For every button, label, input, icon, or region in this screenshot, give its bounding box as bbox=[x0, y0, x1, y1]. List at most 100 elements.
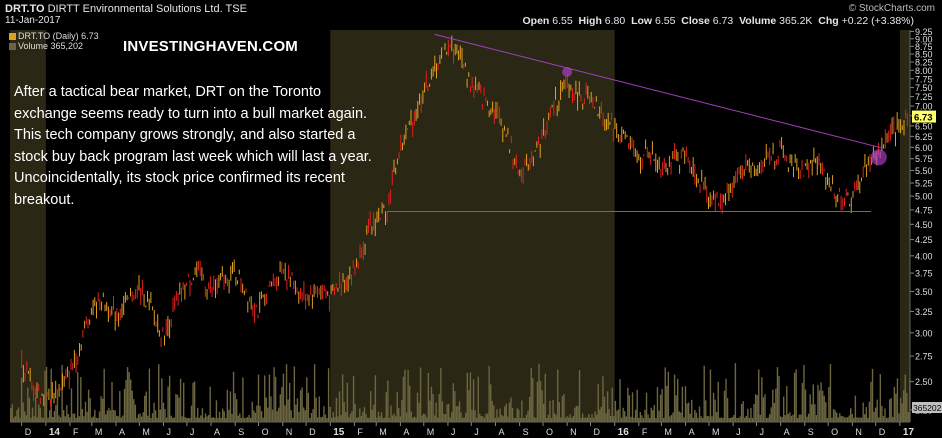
volume-bar bbox=[156, 417, 158, 422]
volume-bar bbox=[203, 417, 205, 422]
volume-bar bbox=[374, 375, 377, 422]
volume-bar bbox=[605, 413, 607, 422]
volume-bar bbox=[34, 396, 37, 422]
volume-bar bbox=[67, 414, 70, 422]
volume-bar bbox=[463, 417, 465, 422]
xtick-label-0: D bbox=[25, 427, 32, 437]
volume-bar bbox=[616, 410, 618, 422]
volume-bar bbox=[307, 392, 310, 422]
volume-bar bbox=[128, 372, 130, 422]
volume-bar bbox=[86, 411, 88, 422]
xtick-label-14: F bbox=[357, 427, 363, 437]
volume-bar bbox=[641, 415, 643, 422]
volume-bar bbox=[890, 398, 892, 422]
volume-bar bbox=[167, 386, 169, 422]
xtick-label-9: S bbox=[238, 427, 244, 437]
volume-bar bbox=[496, 409, 498, 422]
volume-bar bbox=[55, 404, 57, 422]
volume-bar bbox=[583, 417, 585, 422]
volume-bar bbox=[95, 417, 98, 422]
volume-bar bbox=[278, 407, 280, 422]
volume-bar bbox=[778, 376, 780, 422]
volume-bar bbox=[800, 414, 802, 422]
volume-bar bbox=[574, 407, 576, 422]
volume-bar bbox=[837, 417, 839, 422]
volume-bar bbox=[597, 384, 599, 422]
volume-bar bbox=[862, 402, 864, 422]
volume-bar bbox=[299, 390, 302, 422]
volume-bar bbox=[687, 402, 690, 422]
volume-bar bbox=[896, 378, 899, 422]
close-value: 6.73 bbox=[712, 15, 734, 27]
volume-bar bbox=[312, 409, 314, 422]
volume-bar bbox=[189, 417, 191, 422]
volume-bar bbox=[782, 396, 785, 422]
volume-bar bbox=[744, 417, 746, 422]
volume-bar bbox=[638, 417, 640, 422]
volume-bar bbox=[137, 414, 140, 422]
volume-bar bbox=[337, 416, 339, 422]
volume-bar bbox=[519, 417, 522, 422]
volume-bar bbox=[658, 410, 660, 422]
volume-bar bbox=[240, 417, 243, 422]
volume-bar bbox=[368, 417, 370, 422]
volume-bar bbox=[133, 399, 135, 422]
volume-bar bbox=[181, 416, 183, 422]
volume-bar bbox=[533, 417, 536, 422]
volume-bar bbox=[460, 412, 462, 422]
volume-bar bbox=[751, 417, 754, 422]
volume-bar bbox=[66, 405, 68, 422]
legend-price: DRT.TO (Daily) 6.73 bbox=[9, 31, 99, 41]
last-price-box bbox=[912, 110, 936, 123]
volume-bar bbox=[47, 417, 49, 422]
volume-bar bbox=[502, 416, 504, 422]
volume-bar bbox=[440, 367, 442, 422]
volume-bar bbox=[385, 392, 387, 422]
volume-bar bbox=[158, 364, 160, 422]
volume-bar bbox=[42, 417, 45, 422]
ytick-label-7: 7.50 bbox=[915, 83, 933, 93]
volume-bar bbox=[111, 381, 113, 422]
volume-bar bbox=[376, 417, 378, 422]
volume-bar bbox=[306, 377, 308, 422]
volume-bar bbox=[728, 417, 730, 422]
volume-bar bbox=[77, 372, 79, 422]
xtick-label-2: F bbox=[73, 427, 79, 437]
volume-bar bbox=[24, 411, 26, 422]
volume-bar bbox=[59, 417, 62, 422]
volume-bar bbox=[818, 390, 821, 422]
volume-bar bbox=[17, 407, 20, 422]
volume-bar bbox=[313, 364, 316, 422]
quote-summary: Open 6.55 High 6.80 Low 6.55 Close 6.73 … bbox=[522, 15, 914, 27]
volume-bar bbox=[673, 374, 676, 422]
volume-bar bbox=[748, 417, 751, 422]
volume-bar bbox=[215, 400, 218, 422]
volume-bar bbox=[81, 408, 84, 422]
volume-bar bbox=[402, 376, 405, 422]
volume-bar bbox=[50, 368, 52, 422]
volume-bar bbox=[700, 416, 702, 422]
volume-bar bbox=[421, 415, 423, 422]
volume-bar bbox=[226, 389, 229, 422]
volume-bar bbox=[697, 417, 699, 422]
xtick-label-29: M bbox=[712, 427, 720, 437]
volume-bar bbox=[430, 386, 433, 422]
volume-bar bbox=[221, 408, 224, 422]
volume-bar bbox=[472, 379, 475, 422]
volume-bar bbox=[711, 416, 713, 422]
volume-bar bbox=[857, 417, 860, 422]
volume-bar bbox=[770, 407, 772, 422]
volume-bar bbox=[218, 411, 221, 422]
xtick-label-19: J bbox=[474, 427, 479, 437]
volume-bar bbox=[257, 374, 260, 422]
volume-bar bbox=[357, 417, 359, 422]
volume-bar bbox=[787, 413, 790, 422]
volume-bar bbox=[48, 410, 51, 422]
volume-bar bbox=[134, 404, 137, 422]
volume-bar bbox=[329, 406, 331, 422]
volume-bar bbox=[538, 363, 540, 422]
volume-bar bbox=[324, 414, 327, 422]
volume-bar bbox=[212, 417, 214, 422]
volume-bar bbox=[846, 417, 849, 422]
volume-bar bbox=[295, 404, 297, 422]
